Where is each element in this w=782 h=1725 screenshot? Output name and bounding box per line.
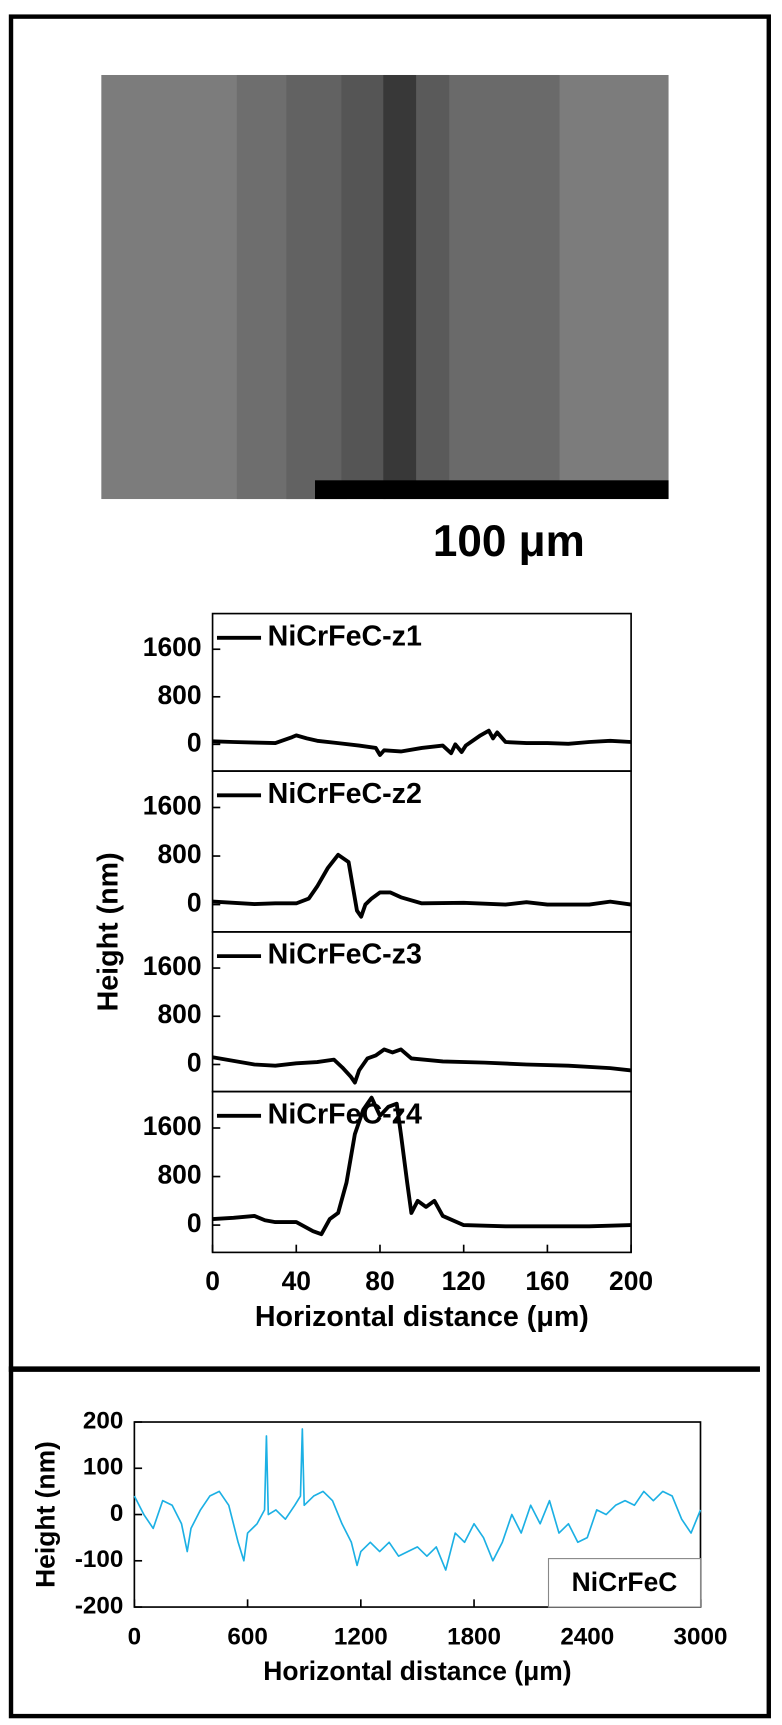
legend-box	[547, 1558, 702, 1608]
legend-label: NiCrFeC-z4	[268, 1098, 422, 1130]
x-tick-label: 80	[365, 1266, 394, 1296]
x-tick-label: 0	[205, 1266, 220, 1296]
y-tick-label: 800	[157, 680, 201, 710]
y-tick-label: 0	[187, 888, 202, 918]
y-tick-label: 800	[157, 999, 201, 1029]
data-line	[212, 728, 632, 757]
y-tick-label: 200	[83, 1407, 123, 1434]
y-tick-label: 0	[187, 1208, 202, 1238]
data-line	[212, 1047, 632, 1085]
legend-label: NiCrFeC-z1	[268, 620, 422, 652]
x-axis-label: Horizontal distance (μm)	[263, 1656, 571, 1686]
y-axis-label: Height (nm)	[30, 1441, 60, 1588]
x-axis-label: Horizontal distance (μm)	[255, 1301, 589, 1333]
y-tick-label: 100	[83, 1454, 123, 1481]
legend-label: NiCrFeC-z2	[268, 778, 422, 810]
y-tick-label: 800	[157, 839, 201, 869]
y-tick-label: -200	[75, 1592, 123, 1619]
x-tick-label: 600	[227, 1623, 267, 1650]
y-tick-label: 0	[187, 1047, 202, 1077]
data-line	[212, 1095, 632, 1237]
x-tick-label: 2400	[560, 1623, 614, 1650]
sem-band	[286, 74, 342, 500]
plot-frame	[211, 1090, 632, 1254]
y-tick-label: 1600	[143, 790, 202, 820]
x-tick-label: 3000	[674, 1623, 728, 1650]
y-tick-label: 1600	[143, 1111, 202, 1141]
sem-band	[383, 74, 417, 500]
sem-image	[101, 74, 669, 500]
sem-band	[341, 74, 386, 500]
x-tick-label: 1800	[447, 1623, 501, 1650]
plot-frame	[133, 1421, 702, 1608]
y-tick-label: 1600	[143, 951, 202, 981]
x-tick-label: 120	[442, 1266, 486, 1296]
y-tick-label: 800	[157, 1160, 201, 1190]
y-tick-label: 0	[110, 1500, 123, 1527]
y-axis-label: Height (nm)	[93, 852, 125, 1011]
x-tick-label: 40	[282, 1266, 311, 1296]
legend-label: NiCrFeC	[572, 1567, 678, 1597]
y-tick-label: 1600	[143, 632, 202, 662]
data-line	[212, 852, 632, 919]
y-tick-label: -100	[75, 1546, 123, 1573]
x-tick-label: 160	[525, 1266, 569, 1296]
sem-band	[416, 74, 450, 500]
x-tick-label: 1200	[334, 1623, 388, 1650]
x-tick-label: 200	[609, 1266, 653, 1296]
scale-bar	[315, 480, 669, 500]
sem-band	[449, 74, 560, 500]
x-tick-label: 0	[128, 1623, 141, 1650]
scale-bar-label: 100 μm	[433, 517, 585, 566]
legend-label: NiCrFeC-z3	[268, 939, 422, 971]
outer-border	[8, 14, 771, 1719]
y-tick-label: 0	[187, 727, 202, 757]
data-line	[133, 1428, 702, 1571]
